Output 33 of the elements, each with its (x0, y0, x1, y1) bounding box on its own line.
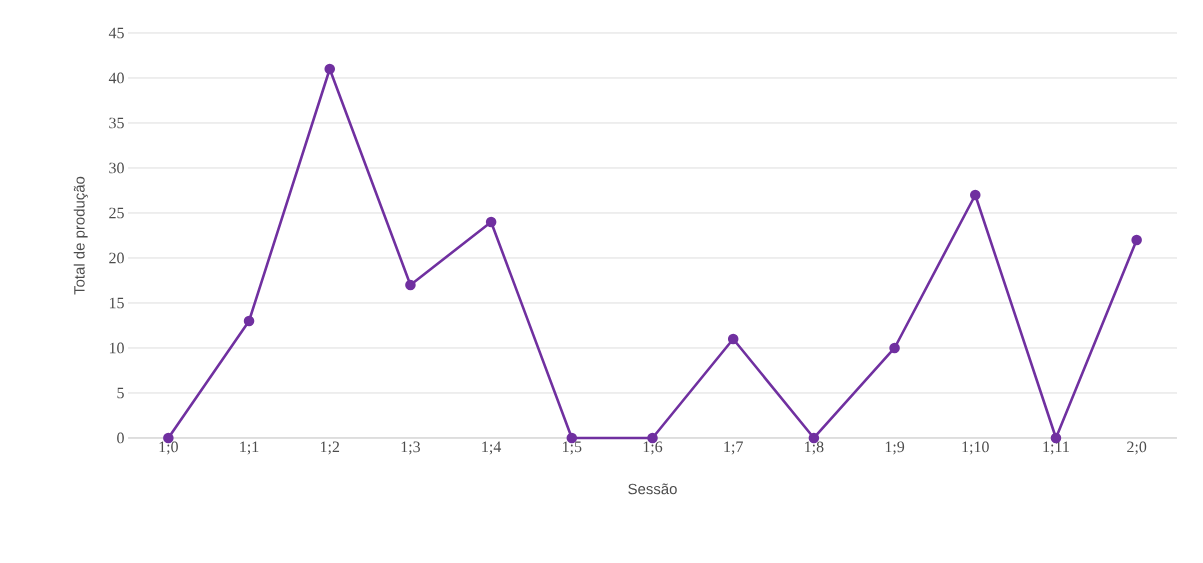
x-tick-label: 1;0 (159, 441, 178, 455)
x-tick-label: 2;0 (1127, 441, 1147, 455)
y-tick-label: 30 (109, 162, 124, 174)
x-tick-label: 1;7 (724, 441, 743, 455)
x-tick-label: 1;10 (962, 441, 989, 455)
x-tick-label: 1;11 (1043, 441, 1069, 455)
point (324, 63, 336, 75)
y-tick-label: 0 (117, 432, 124, 444)
y-tick-label: 25 (109, 207, 124, 219)
y-tick-label: 10 (109, 342, 124, 354)
y-tick-label: 40 (108, 72, 124, 84)
x-tick-label: 1;1 (240, 441, 259, 455)
x-tick-label: 1;3 (401, 441, 420, 455)
point (1131, 234, 1142, 246)
x-tick-label: 1;8 (805, 441, 824, 455)
y-tick-label: 20 (109, 252, 124, 264)
y-tick-label: 15 (109, 297, 124, 309)
point (243, 315, 255, 327)
x-tick-label: 1;6 (643, 441, 663, 455)
y-tick-label: 45 (108, 27, 124, 39)
point (727, 333, 739, 345)
y-tick-label: 35 (109, 117, 124, 129)
point (405, 279, 416, 291)
point (889, 342, 900, 354)
x-axis-title: Sessão (628, 483, 677, 495)
x-tick-label: 1;4 (482, 441, 502, 455)
y-axis-title: Total de produção (73, 176, 88, 295)
x-tick-label: 1;9 (885, 441, 905, 455)
y-tick-label: 5 (117, 387, 124, 399)
point (969, 189, 981, 201)
x-tick-label: 1;5 (563, 441, 582, 455)
point (485, 216, 497, 228)
x-tick-label: 1;2 (320, 441, 340, 455)
